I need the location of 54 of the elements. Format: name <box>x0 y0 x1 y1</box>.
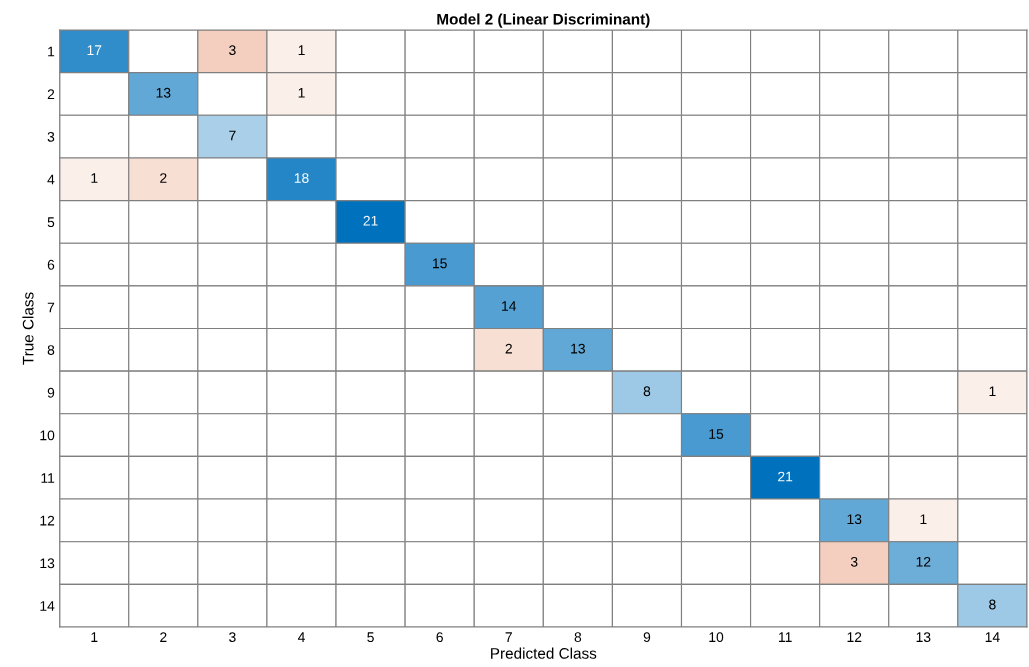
data-label: 14 <box>502 301 517 311</box>
data-label: 8 <box>989 599 996 610</box>
y-tick-label: 14 <box>40 601 55 611</box>
chart-title: Model 2 (Linear Discriminant) <box>437 13 650 28</box>
data-label: 2 <box>505 343 512 354</box>
y-tick-label: 4 <box>47 174 55 185</box>
x-tick-label: 1 <box>91 632 98 642</box>
data-label: 3 <box>229 45 236 56</box>
data-label: 1 <box>298 45 305 55</box>
x-axis-title: Predicted Class <box>491 647 597 659</box>
y-tick-label: 11 <box>41 473 55 483</box>
x-tick-label: 10 <box>709 632 724 643</box>
y-tick-label: 6 <box>47 259 55 270</box>
x-tick-label: 6 <box>436 632 443 643</box>
y-tick-label: 2 <box>47 89 55 100</box>
x-tick-label: 2 <box>160 632 167 642</box>
data-label: 2 <box>160 173 167 183</box>
x-tick-label: 3 <box>229 632 236 643</box>
x-tick-label: 13 <box>916 632 931 643</box>
data-label: 21 <box>363 215 378 226</box>
x-tick-label: 9 <box>643 632 651 643</box>
data-label: 1 <box>298 88 305 98</box>
data-label: 13 <box>156 87 171 98</box>
y-tick-label: 9 <box>47 387 55 398</box>
y-tick-label: 1 <box>48 46 55 57</box>
data-label: 21 <box>778 471 793 482</box>
data-label: 1 <box>91 173 98 183</box>
data-label: 7 <box>229 130 236 141</box>
data-label: 1 <box>920 514 927 524</box>
x-tick-label: 5 <box>367 632 374 643</box>
x-tick-label: 11 <box>778 632 792 642</box>
data-label: 1 <box>989 386 996 397</box>
y-tick-label: 12 <box>40 515 55 526</box>
data-label: 12 <box>916 556 931 567</box>
x-tick-label: 8 <box>574 632 582 643</box>
x-tick-label: 4 <box>297 632 305 642</box>
data-label: 8 <box>643 386 651 397</box>
data-label: 3 <box>850 556 858 567</box>
data-label: 18 <box>294 173 309 183</box>
x-tick-label: 7 <box>505 632 512 642</box>
x-tick-label: 12 <box>847 632 862 642</box>
y-axis-title: True Class <box>22 292 34 365</box>
y-tick-label: 7 <box>47 302 55 313</box>
x-tick-label: 14 <box>985 632 1000 642</box>
data-label: 15 <box>433 258 447 269</box>
data-label: 15 <box>709 429 724 439</box>
y-tick-label: 10 <box>40 430 55 441</box>
y-tick-label: 3 <box>47 131 55 142</box>
y-tick-label: 8 <box>47 345 55 355</box>
data-label: 17 <box>87 45 102 55</box>
data-label: 13 <box>847 514 862 525</box>
data-label: 13 <box>571 343 585 354</box>
y-tick-label: 5 <box>47 217 55 228</box>
y-tick-label: 13 <box>40 558 55 569</box>
